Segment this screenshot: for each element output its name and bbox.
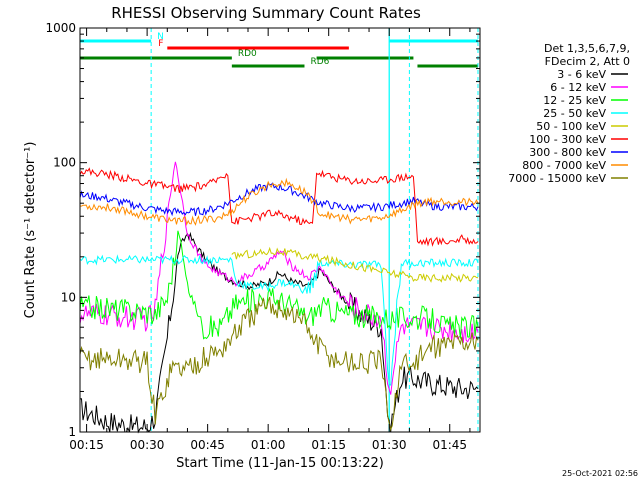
x-tick-label: 01:00 (251, 438, 286, 452)
series-line (79, 230, 479, 340)
chart-title: RHESSI Observing Summary Count Rates (111, 4, 421, 22)
plot-frame (79, 27, 481, 433)
state-bars: NF RD0 RD6 (80, 32, 478, 68)
series-line (79, 177, 479, 226)
state-bar-label: RD6 (310, 57, 329, 67)
x-tick-label: 01:45 (432, 438, 467, 452)
x-tick-label: 01:15 (311, 438, 346, 452)
legend-header: Det 1,3,5,6,7,9, (544, 42, 630, 55)
state-bar-label: F (158, 39, 163, 49)
series-line (79, 296, 479, 432)
x-axis: 00:15 00:30 00:45 01:00 01:15 01:30 01:45 (69, 28, 471, 452)
x-tick-label: 00:15 (69, 438, 104, 452)
legend: Det 1,3,5,6,7,9,FDecim 2, Att 03 - 6 keV… (508, 42, 630, 185)
state-bar-label: RD0 (238, 49, 257, 59)
legend-label: 7000 - 15000 keV (508, 172, 606, 185)
y-tick-label: 10 (61, 290, 76, 304)
legend-header: FDecim 2, Att 0 (545, 55, 630, 68)
y-tick-label: 1 (68, 425, 76, 439)
y-tick-label: 1000 (45, 21, 76, 35)
y-axis-label: Count Rate (s⁻¹ detector⁻¹) (23, 142, 38, 319)
x-axis-label: Start Time (11-Jan-15 00:13:22) (176, 456, 384, 471)
series-line (79, 167, 479, 247)
state-bar-label: N (157, 32, 164, 42)
x-tick-label: 01:30 (372, 438, 407, 452)
series-line (79, 181, 479, 217)
legend-label: 3 - 6 keV (557, 68, 606, 81)
series-line (79, 254, 479, 387)
timestamp: 25-Oct-2021 02:56 (562, 469, 638, 478)
y-tick-label: 100 (53, 156, 76, 170)
legend-label: 100 - 300 keV (529, 133, 606, 146)
legend-label: 800 - 7000 keV (522, 159, 606, 172)
night-markers (150, 28, 479, 432)
legend-label: 25 - 50 keV (543, 107, 606, 120)
legend-label: 50 - 100 keV (536, 120, 606, 133)
legend-label: 300 - 800 keV (529, 146, 606, 159)
series-line (79, 231, 479, 434)
series-layer (79, 161, 479, 434)
x-tick-label: 00:30 (130, 438, 165, 452)
x-tick-label: 00:45 (190, 438, 225, 452)
legend-label: 12 - 25 keV (543, 94, 606, 107)
y-axis: 1 10 100 1000 (45, 21, 480, 439)
legend-label: 6 - 12 keV (550, 81, 606, 94)
series-line (231, 246, 479, 283)
